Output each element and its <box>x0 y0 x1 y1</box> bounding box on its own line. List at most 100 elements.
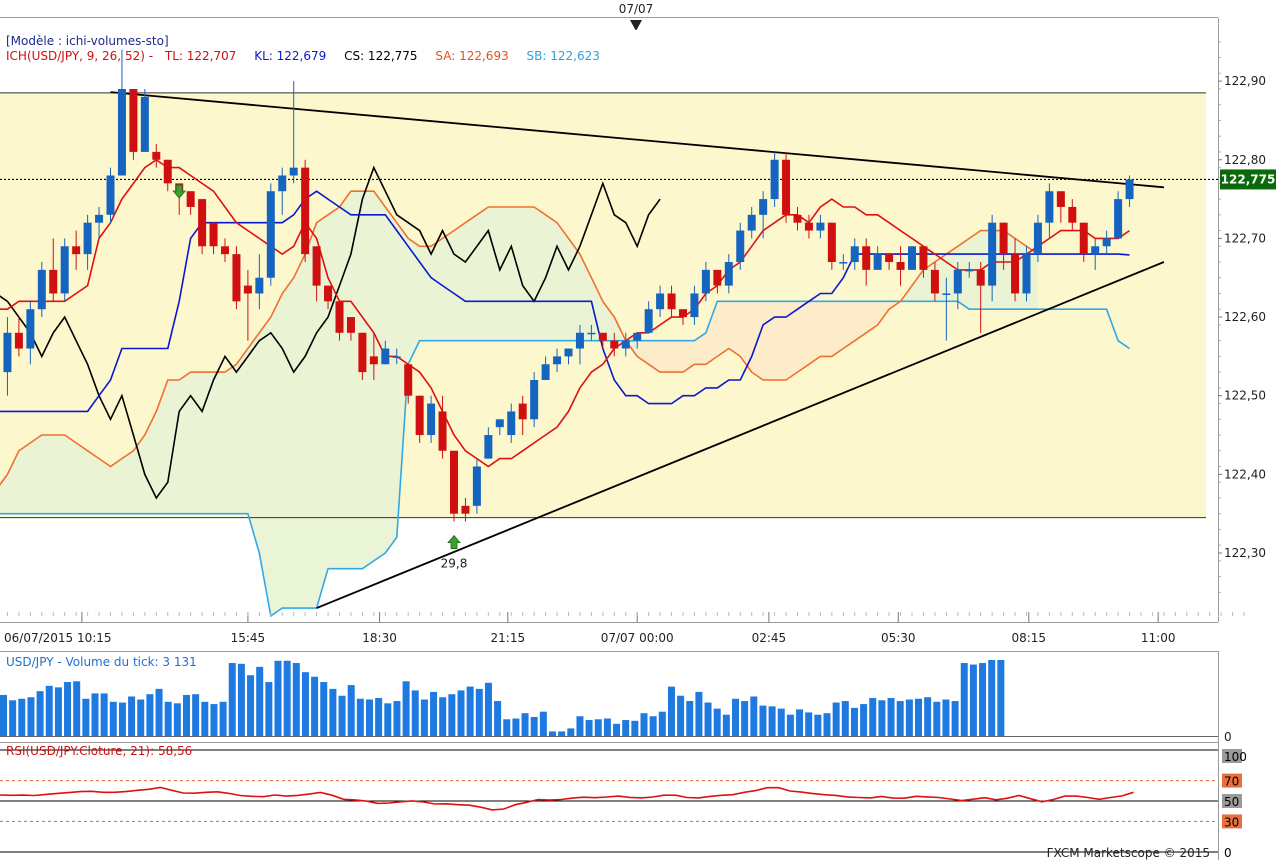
candle[interactable] <box>346 317 355 341</box>
candle[interactable] <box>427 395 436 443</box>
candle[interactable] <box>1079 222 1088 263</box>
candle[interactable] <box>621 332 630 357</box>
candle[interactable] <box>186 191 195 215</box>
candle[interactable] <box>1056 191 1065 223</box>
candle[interactable] <box>358 332 367 380</box>
candle[interactable] <box>1091 238 1100 270</box>
candle[interactable] <box>301 159 310 263</box>
candle[interactable] <box>381 340 390 365</box>
candle[interactable] <box>999 222 1008 270</box>
candle[interactable] <box>575 324 584 365</box>
candle[interactable] <box>60 238 69 302</box>
candle[interactable] <box>95 206 104 239</box>
candle[interactable] <box>759 191 768 239</box>
candle[interactable] <box>335 301 344 341</box>
candle[interactable] <box>1011 238 1020 302</box>
candle[interactable] <box>724 254 733 294</box>
trend-lines[interactable] <box>110 91 1165 609</box>
candle[interactable] <box>793 206 802 231</box>
candle[interactable] <box>690 285 699 325</box>
candle[interactable] <box>587 324 596 341</box>
candle[interactable] <box>438 395 447 459</box>
candle[interactable] <box>976 262 985 333</box>
candle[interactable] <box>209 222 218 255</box>
candle[interactable] <box>461 497 470 522</box>
candle[interactable] <box>541 356 550 380</box>
candle[interactable] <box>1045 183 1054 239</box>
candle[interactable] <box>953 262 962 310</box>
candle[interactable] <box>919 246 928 278</box>
candle[interactable] <box>14 317 23 357</box>
candle[interactable] <box>221 238 229 263</box>
candle[interactable] <box>782 151 791 223</box>
candle[interactable] <box>965 262 974 278</box>
candle[interactable] <box>827 222 836 270</box>
candle[interactable] <box>667 285 676 318</box>
candle[interactable] <box>255 254 264 310</box>
candle[interactable] <box>129 88 138 160</box>
candle[interactable] <box>701 262 710 302</box>
candle[interactable] <box>1125 175 1134 207</box>
candle[interactable] <box>106 167 115 223</box>
candle[interactable] <box>770 151 779 207</box>
candle[interactable] <box>896 246 905 286</box>
candle[interactable] <box>450 450 458 522</box>
trend-line-1[interactable] <box>110 91 1164 189</box>
candle[interactable] <box>736 222 745 270</box>
candle[interactable] <box>816 214 825 239</box>
candle[interactable] <box>324 285 333 310</box>
candle[interactable] <box>942 277 951 341</box>
candle[interactable] <box>633 332 642 349</box>
candle[interactable] <box>232 246 241 310</box>
candlestick-series[interactable] <box>0 49 1134 522</box>
candle[interactable] <box>862 238 871 286</box>
candle[interactable] <box>472 458 481 514</box>
candle[interactable] <box>839 254 848 270</box>
candle[interactable] <box>289 81 298 184</box>
candle[interactable] <box>610 332 619 357</box>
candle[interactable] <box>484 427 493 459</box>
candle[interactable] <box>278 167 287 215</box>
candle[interactable] <box>49 238 58 302</box>
candle[interactable] <box>37 262 46 318</box>
candle[interactable] <box>117 49 126 176</box>
candle[interactable] <box>553 348 562 373</box>
rsi-panel[interactable]: RSI(USD/JPY.Cloture, 21): 58,56 100 70 50 3… <box>0 742 1247 860</box>
candle[interactable] <box>83 214 92 270</box>
candle[interactable] <box>507 403 516 443</box>
candle[interactable] <box>198 199 207 255</box>
candle[interactable] <box>26 301 35 365</box>
candle[interactable] <box>163 159 172 192</box>
candle[interactable] <box>885 254 894 270</box>
candle[interactable] <box>1033 214 1042 263</box>
candle[interactable] <box>713 269 722 294</box>
candle[interactable] <box>988 214 997 302</box>
candle[interactable] <box>404 364 413 404</box>
candle[interactable] <box>72 230 81 270</box>
candle[interactable] <box>266 183 275 286</box>
time-axis[interactable]: 06/07/2015 10:15 15:45 18:30 21:15 07/07 00:… <box>0 612 1245 645</box>
candle[interactable] <box>518 395 527 436</box>
candle[interactable] <box>3 317 12 396</box>
candle[interactable] <box>530 372 539 428</box>
candle[interactable] <box>1022 246 1031 302</box>
candle[interactable] <box>873 246 882 270</box>
trend-line-2[interactable] <box>316 261 1165 609</box>
candle[interactable] <box>679 309 687 325</box>
candle[interactable] <box>908 246 916 270</box>
candle[interactable] <box>850 238 859 270</box>
price-panel[interactable]: 29,8 <box>0 30 1218 618</box>
candle[interactable] <box>140 88 149 152</box>
candle[interactable] <box>804 214 813 239</box>
candle[interactable] <box>369 332 378 380</box>
volume-panel[interactable]: USD/JPY - Volume du tick: 3 131 0 <box>0 651 1232 744</box>
candle[interactable] <box>1102 230 1111 255</box>
candle[interactable] <box>598 332 607 349</box>
candle[interactable] <box>747 206 756 239</box>
candle[interactable] <box>152 144 161 168</box>
candle[interactable] <box>930 262 939 302</box>
price-axis[interactable]: 122,90 122,80 122,70 122,60 122,50 122,40 122,… <box>1218 18 1276 622</box>
candle[interactable] <box>564 348 573 365</box>
candle[interactable] <box>1114 191 1123 239</box>
candle[interactable] <box>644 301 653 333</box>
